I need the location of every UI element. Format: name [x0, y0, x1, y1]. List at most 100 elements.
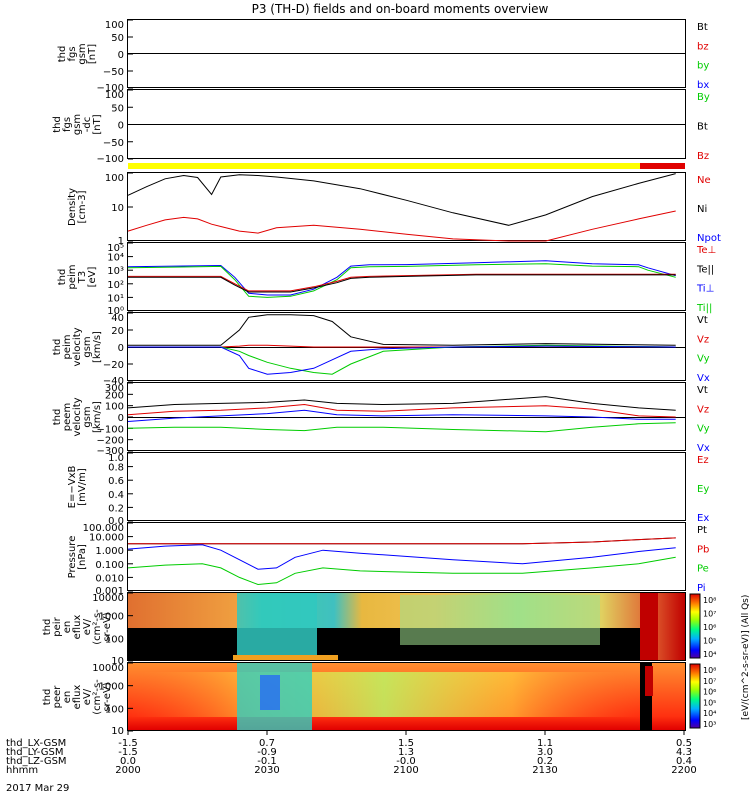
y-axis-label-line: eV/ — [82, 618, 93, 635]
legend-entry: Vx — [697, 373, 710, 384]
ion-spectrogram-sheet — [237, 592, 317, 660]
y-axis-label-line: fgs — [62, 117, 73, 132]
electron-spectrogram-slow — [645, 666, 653, 696]
y-axis-label-line: Density — [67, 188, 78, 226]
y-tick-label: 1 — [118, 236, 124, 247]
y-tick-label: −20 — [103, 360, 124, 371]
panel-frame-density — [127, 172, 686, 241]
ion-spectrogram-frame — [127, 592, 686, 661]
colorbar-tick: 10⁴ — [703, 709, 716, 718]
legend-entry: Vy — [697, 424, 710, 435]
y-tick-label: 10⁵ — [107, 243, 124, 254]
series-line — [127, 263, 676, 298]
y-tick-label: −50 — [103, 67, 124, 78]
series-line — [128, 314, 676, 346]
y-tick-label: 10² — [107, 280, 124, 291]
series-line — [127, 556, 676, 586]
y-tick-label: 0.100 — [95, 560, 124, 571]
legend-entry: Bt — [697, 122, 708, 133]
y-tick-label: 10 — [111, 726, 124, 737]
time-axis-value: 4.3 — [676, 747, 692, 758]
y-tick-label: 0 — [118, 121, 124, 132]
y-axis-label-line: [km/s] — [92, 331, 103, 363]
legend-entry: Vz — [697, 334, 709, 345]
ion-spectrogram-slow — [640, 592, 658, 660]
y-axis-label: Density [cm-3] — [67, 188, 88, 226]
legend-entry: Bz — [697, 151, 709, 162]
series-line — [127, 409, 676, 422]
y-tick-label: 10 — [111, 203, 124, 214]
y-axis-label: thd fgs gsm [nT] — [57, 43, 98, 64]
y-tick-label: 0.8 — [108, 463, 124, 474]
colorbar-tick: 10⁷ — [703, 677, 716, 686]
colorbar-tick: 10⁵ — [703, 637, 716, 646]
legend-entry: Te⊥ — [696, 245, 716, 256]
colorbar-tick: 10⁶ — [703, 688, 716, 697]
legend-entry: Ni — [697, 204, 707, 215]
legend-entry: Vz — [697, 404, 709, 415]
y-tick-label: 100 — [105, 402, 124, 413]
time-axis-value: 2000 — [115, 765, 140, 776]
y-tick-label: 10 — [111, 656, 124, 667]
y-tick-labels: 100500−50−100100500−50−10010010110⁵10⁴10… — [83, 19, 133, 737]
series-line — [127, 422, 676, 433]
y-axis-label-line: thd — [42, 689, 53, 706]
y-tick-label: 200 — [105, 390, 124, 401]
colorbar-tick: 10³ — [703, 720, 716, 729]
y-tick-label: 100 — [105, 634, 124, 645]
legend-entry: Ex — [697, 513, 709, 524]
panel-frame-peim-velocity — [127, 312, 686, 381]
y-tick-label: 1.000 — [95, 546, 124, 557]
y-axis-label-line: thd — [52, 339, 63, 356]
time-axis-value: 2200 — [671, 765, 696, 776]
panel-frames — [127, 19, 686, 591]
y-tick-label: 0 — [118, 343, 124, 354]
legend-entry: Pe — [697, 564, 709, 575]
y-axis-label-line: thd — [42, 619, 53, 636]
y-axis-label: thd peir en eflux eV/(cm²-s-sr-eV) — [42, 609, 113, 645]
time-axis-row-label: thd_LX-GSM — [6, 738, 66, 749]
y-tick-label: −50 — [103, 138, 124, 149]
y-tick-label: −100 — [97, 83, 124, 94]
series-line — [128, 537, 676, 545]
series-line — [127, 544, 676, 570]
panel-frame-efield — [127, 452, 686, 521]
y-axis-label-line: peir — [52, 616, 63, 636]
y-axis-label-line: peer — [52, 685, 63, 709]
time-axis-value: 0.4 — [676, 756, 692, 767]
y-axis-label-line: peim — [62, 334, 73, 359]
y-axis-label: Pressure [nPa] — [67, 536, 88, 579]
legends: BtbzbybxByBtBzNeNiNpotTe⊥Te||Ti⊥Ti||VtVz… — [696, 22, 721, 594]
series-line — [128, 273, 676, 292]
y-axis-label-line: gsm — [77, 43, 88, 64]
y-tick-label: 100 — [105, 173, 124, 184]
y-axis-label-line: [eV] — [87, 267, 98, 288]
panel-frame-fgs — [127, 19, 686, 88]
y-axis-label-line: T3 — [77, 271, 88, 284]
colorbars: [eV/(cm^2-s-sr-eV)] (All Qs) — [689, 593, 750, 729]
y-axis-label-line: fgs — [67, 46, 78, 61]
panel-frame-peem-velocity — [127, 382, 686, 451]
series-line — [127, 173, 676, 226]
time-axis-value: 2030 — [254, 765, 279, 776]
legend-entry: bz — [697, 41, 709, 52]
y-axis-label-line: eV/ — [82, 688, 93, 705]
ion-spectrogram-edge — [233, 655, 338, 660]
y-axis-label: thd fgs gsm -dc [nT] — [52, 114, 103, 135]
legend-entry: Vt — [697, 385, 708, 396]
series-line — [127, 210, 676, 242]
time-axis-row-label: thd_LZ-GSM — [6, 756, 67, 767]
legend-entry: Bt — [697, 22, 708, 33]
y-tick-label: 0.2 — [108, 503, 124, 514]
time-axis-value: 2100 — [393, 765, 418, 776]
series-line — [128, 274, 676, 293]
time-axis-value: -0.0 — [396, 756, 416, 767]
y-tick-label: 100 — [105, 90, 124, 101]
legend-entry: Pb — [697, 544, 709, 555]
y-axis-label-line: [nPa] — [77, 544, 88, 570]
mode-bar-segment-fast — [128, 163, 640, 169]
zero-lines — [128, 53, 685, 418]
